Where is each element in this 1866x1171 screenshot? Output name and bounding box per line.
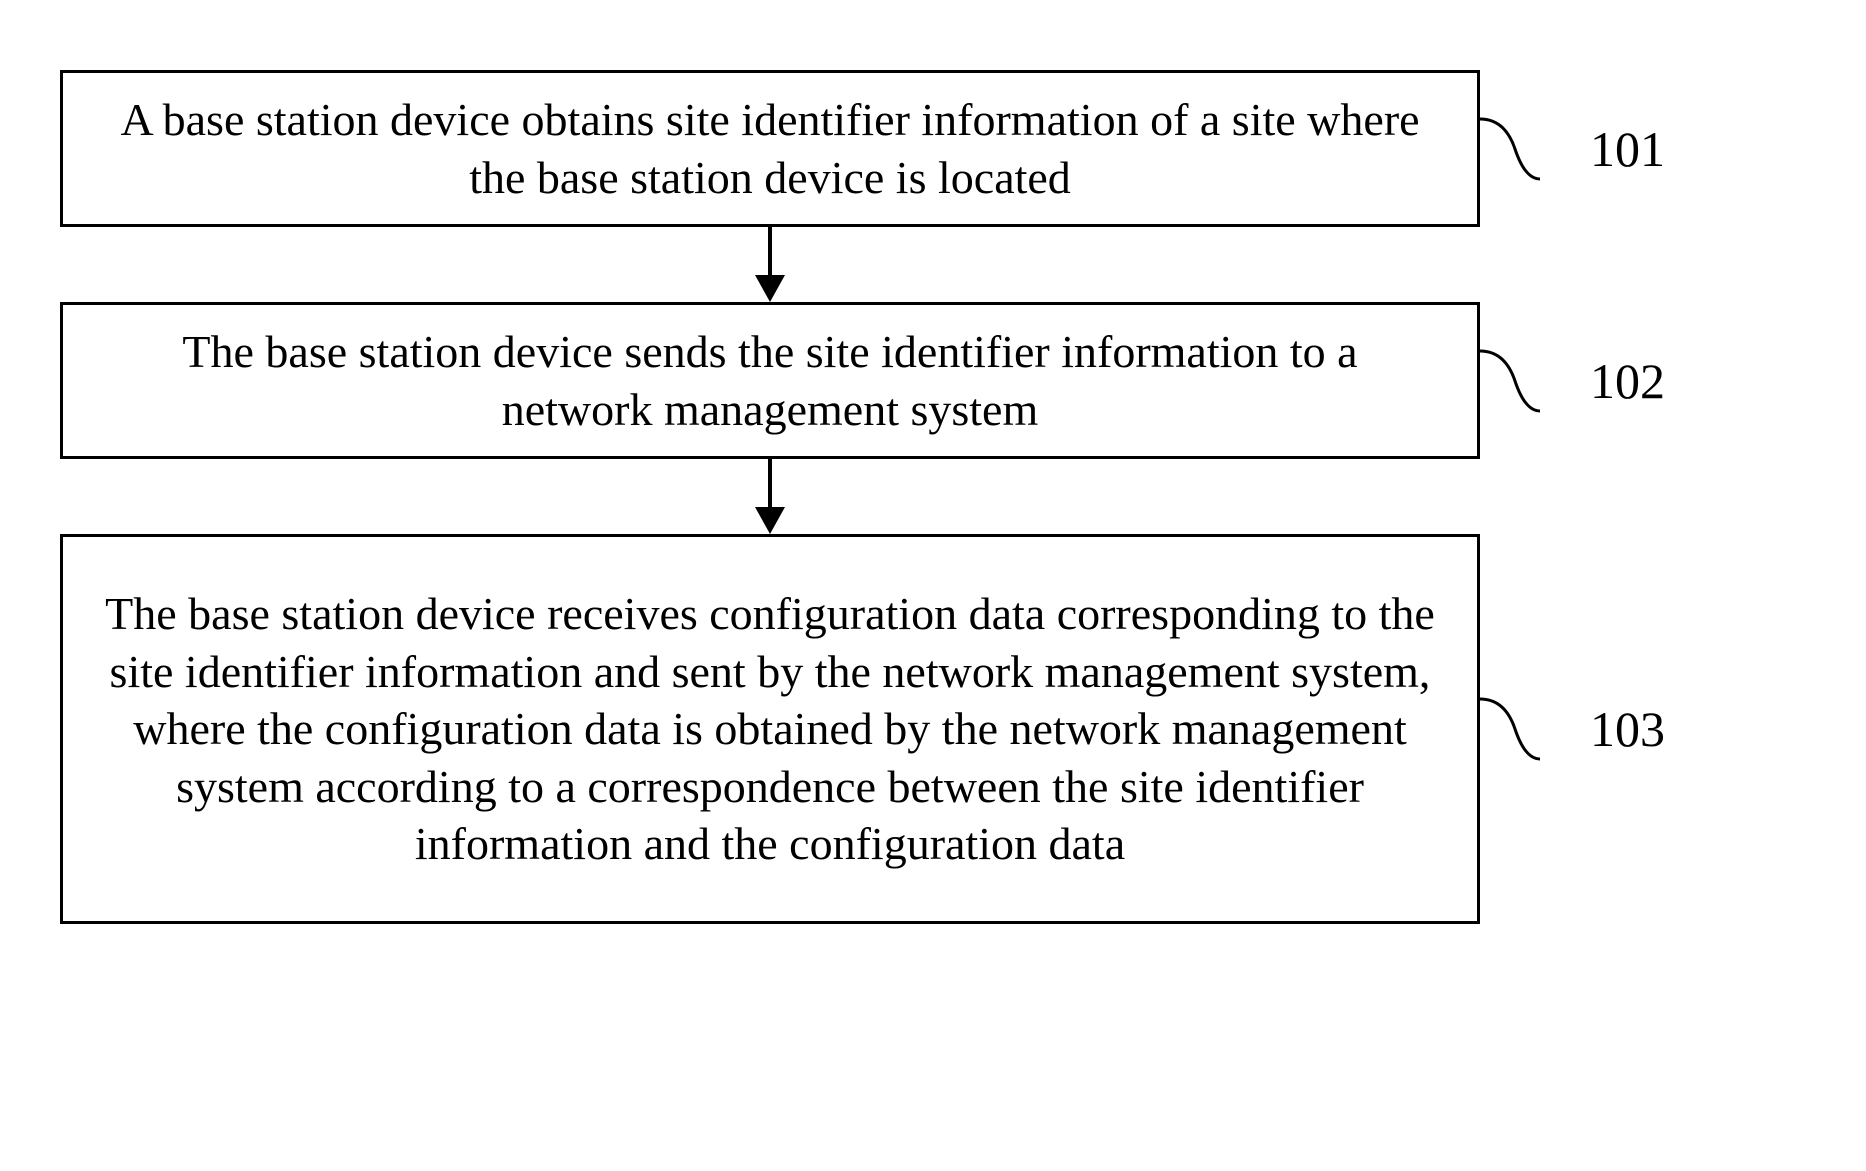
connector-curve-icon: [1480, 109, 1580, 189]
flowchart-arrow: [60, 459, 1480, 534]
flowchart-step-row: The base station device receives configu…: [60, 534, 1810, 924]
step-label-wrapper: 102: [1480, 341, 1665, 421]
flowchart-arrow: [60, 227, 1480, 302]
flowchart-step-box: The base station device sends the site i…: [60, 302, 1480, 459]
flowchart-step-box: A base station device obtains site ident…: [60, 70, 1480, 227]
step-label: 102: [1590, 352, 1665, 410]
step-text: A base station device obtains site ident…: [120, 94, 1419, 203]
arrow-down-icon: [745, 227, 795, 302]
step-text: The base station device sends the site i…: [182, 326, 1357, 435]
flowchart-container: A base station device obtains site ident…: [60, 70, 1810, 924]
flowchart-step-box: The base station device receives configu…: [60, 534, 1480, 924]
arrow-down-icon: [745, 459, 795, 534]
step-label: 101: [1590, 120, 1665, 178]
step-label-wrapper: 101: [1480, 109, 1665, 189]
step-text: The base station device receives configu…: [103, 585, 1437, 873]
step-label: 103: [1590, 700, 1665, 758]
flowchart-step-row: A base station device obtains site ident…: [60, 70, 1810, 227]
flowchart-step-row: The base station device sends the site i…: [60, 302, 1810, 459]
connector-curve-icon: [1480, 689, 1580, 769]
connector-curve-icon: [1480, 341, 1580, 421]
step-label-wrapper: 103: [1480, 689, 1665, 769]
